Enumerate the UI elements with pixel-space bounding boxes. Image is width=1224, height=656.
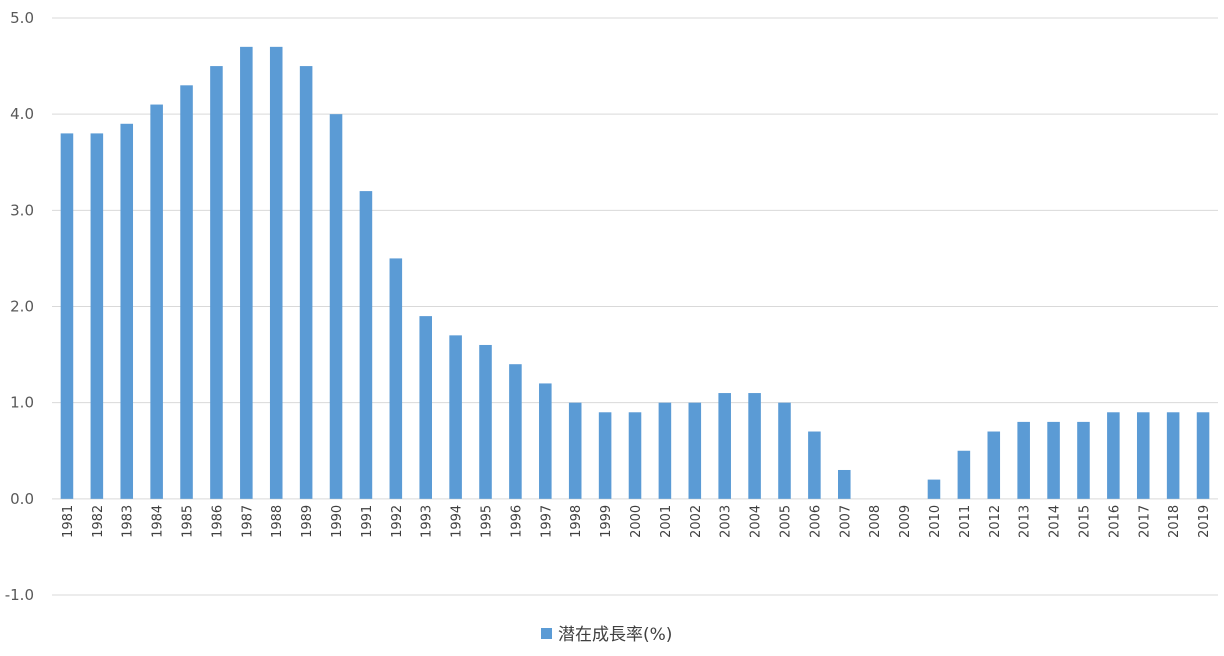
bar-1995: [479, 344, 492, 499]
x-tick-label: 1998: [569, 505, 584, 538]
x-tick-label: 2009: [898, 505, 913, 538]
x-tick-label: 2018: [1167, 505, 1182, 538]
bar-2017: [1136, 412, 1150, 499]
bar-2014: [1047, 421, 1060, 499]
bar-1986: [210, 66, 223, 499]
y-tick-label: 0.0: [10, 490, 34, 508]
x-tick-label: 2012: [988, 505, 1003, 538]
bar-1989: [299, 66, 313, 499]
x-tick-label: 2014: [1048, 505, 1063, 538]
bar-1992: [389, 258, 403, 499]
legend-swatch: [541, 628, 552, 639]
bar-1985: [180, 85, 193, 499]
bar-1981: [60, 133, 74, 499]
x-tick-label: 1995: [480, 505, 495, 538]
bar-1987: [240, 46, 253, 499]
x-tick-label: 2001: [659, 505, 674, 538]
bar-1984: [150, 104, 163, 499]
bar-2006: [808, 431, 821, 499]
x-tick-label: 2004: [749, 505, 764, 538]
x-tick-label: 1988: [270, 505, 285, 538]
bar-1999: [598, 412, 612, 499]
x-tick-label: 1983: [121, 505, 136, 538]
y-tick-label: 3.0: [10, 201, 34, 219]
x-tick-label: 2015: [1077, 505, 1092, 538]
x-tick-label: 1991: [360, 505, 375, 538]
x-tick-label: 1994: [450, 505, 465, 538]
x-tick-label: 1999: [599, 505, 614, 538]
bar-2007: [838, 469, 851, 499]
x-axis-tick-labels: 1981 1982 1983 1984 1985 1986 1987 1988 1989 1990…: [61, 505, 1212, 538]
bar-2005: [778, 402, 791, 499]
bar-1996: [509, 364, 522, 499]
bar-1990: [329, 114, 343, 499]
bar-1997: [539, 383, 552, 499]
x-tick-label: 1981: [61, 505, 76, 538]
bar-2015: [1077, 421, 1090, 499]
x-tick-label: 1984: [151, 505, 166, 538]
bar-1993: [419, 316, 432, 499]
x-tick-label: 2000: [629, 505, 644, 538]
y-tick-label: 1.0: [10, 394, 34, 412]
bar-2011: [957, 450, 971, 499]
x-tick-label: 2010: [928, 505, 943, 538]
bar-2004: [748, 393, 761, 499]
bar-1991: [359, 191, 373, 499]
bar-2003: [718, 393, 731, 499]
x-tick-label: 1997: [539, 505, 554, 538]
bar-2012: [987, 431, 1001, 499]
x-tick-label: 1992: [390, 505, 405, 538]
x-tick-label: 2008: [868, 505, 883, 538]
bar-1988: [269, 46, 283, 499]
bar-2002: [688, 402, 702, 499]
x-tick-label: 2016: [1107, 505, 1122, 538]
y-tick-label: 5.0: [10, 9, 34, 27]
y-tick-label: 2.0: [10, 298, 34, 316]
bar-2016: [1107, 412, 1120, 499]
bar-1982: [90, 133, 104, 499]
legend-label: 潜在成長率(%): [558, 625, 672, 645]
bars: [60, 46, 1210, 499]
x-tick-label: 2002: [689, 505, 704, 538]
y-axis-tick-labels: -1.0 0.0 1.0 2.0 3.0 4.0 5.0: [5, 9, 34, 604]
x-tick-label: 1987: [240, 505, 255, 538]
bar-2019: [1196, 412, 1210, 499]
x-tick-label: 2011: [958, 505, 973, 538]
x-tick-label: 2019: [1197, 505, 1212, 538]
bar-1998: [568, 402, 582, 499]
x-tick-label: 1985: [181, 505, 196, 538]
x-tick-label: 1989: [300, 505, 315, 538]
x-tick-label: 2006: [808, 505, 823, 538]
x-tick-label: 2013: [1018, 505, 1033, 538]
x-tick-label: 1986: [210, 505, 225, 538]
y-tick-label: -1.0: [5, 586, 34, 604]
x-tick-label: 2007: [838, 505, 853, 538]
x-tick-label: 1996: [509, 505, 524, 538]
bar-2018: [1166, 412, 1180, 499]
x-tick-label: 2005: [778, 505, 793, 538]
bar-1983: [120, 123, 134, 499]
x-tick-label: 2003: [719, 505, 734, 538]
bar-2000: [628, 412, 642, 499]
bar-1994: [449, 335, 462, 499]
bar-2010: [927, 479, 941, 499]
y-tick-label: 4.0: [10, 105, 34, 123]
legend: 潜在成長率(%): [541, 625, 672, 645]
x-tick-label: 1990: [330, 505, 345, 538]
x-tick-label: 1982: [91, 505, 106, 538]
bar-2013: [1017, 421, 1030, 499]
x-tick-label: 1993: [420, 505, 435, 538]
bar-2001: [658, 402, 672, 499]
x-tick-label: 2017: [1137, 505, 1152, 538]
